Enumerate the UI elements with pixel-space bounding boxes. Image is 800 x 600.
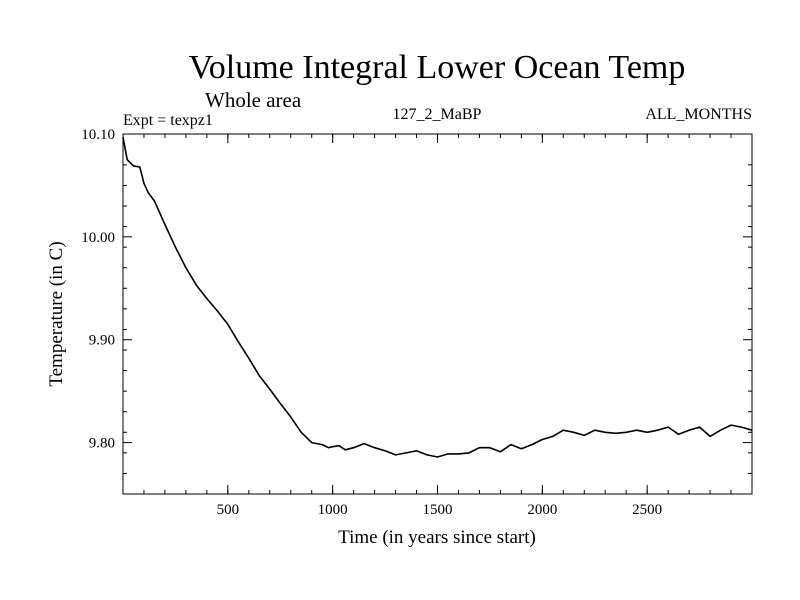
x-tick-label: 1500 <box>423 502 453 518</box>
x-tick-labels: 500 1000 1500 2000 2500 <box>217 502 663 518</box>
experiment-label: Expt = texpz1 <box>123 112 213 129</box>
x-tick-label: 2500 <box>632 502 662 518</box>
x-tick-label: 1000 <box>318 502 348 518</box>
x-tick-label: 500 <box>217 502 240 518</box>
y-tick-labels: 9.80 9.90 10.00 10.10 <box>81 127 115 452</box>
chart-subtitle: Whole area <box>205 88 302 112</box>
run-id-label: 127_2_MaBP <box>393 106 482 123</box>
axis-ticks <box>123 133 752 494</box>
y-tick-label: 10.10 <box>81 127 115 143</box>
temperature-series-line <box>122 136 753 458</box>
y-tick-label: 9.80 <box>89 436 115 452</box>
chart-title: Volume Integral Lower Ocean Temp <box>189 49 686 86</box>
y-axis-label: Temperature (in C) <box>46 241 67 386</box>
x-tick-label: 2000 <box>527 502 557 518</box>
y-tick-label: 9.90 <box>89 333 115 349</box>
y-tick-label: 10.00 <box>81 230 115 246</box>
x-axis-label: Time (in years since start) <box>338 527 536 548</box>
months-label: ALL_MONTHS <box>645 106 752 123</box>
plot-frame <box>122 133 753 495</box>
